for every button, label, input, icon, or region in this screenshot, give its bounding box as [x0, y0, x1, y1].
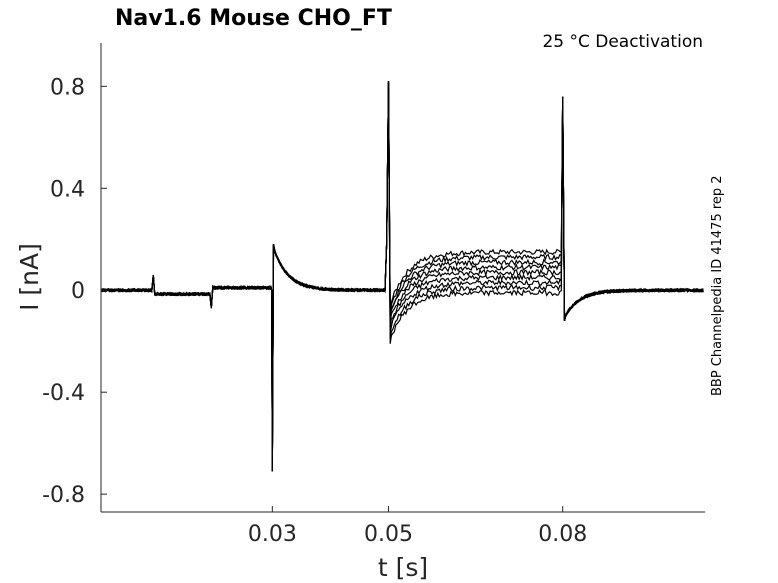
current-trace	[100, 81, 704, 472]
current-trace	[100, 81, 704, 472]
y-axis-ticks: 0.8 0.4 0 -0.4 -0.8	[42, 75, 107, 508]
x-tick-label: 0.05	[364, 522, 413, 547]
current-trace	[100, 81, 704, 472]
x-axis-label: t [s]	[378, 553, 428, 582]
y-tick-label: 0	[71, 279, 85, 304]
y-axis-label: I [nA]	[15, 243, 44, 311]
y-tick-label: 0.8	[50, 75, 85, 100]
current-trace	[100, 81, 704, 472]
chart-title: Nav1.6 Mouse CHO_FT	[115, 6, 392, 31]
current-trace	[100, 81, 704, 472]
y-tick-label: -0.8	[42, 483, 85, 508]
current-trace	[101, 81, 704, 472]
y-tick-label: 0.4	[50, 177, 85, 202]
current-trace	[100, 81, 704, 472]
x-tick-label: 0.08	[538, 522, 587, 547]
chart-subtitle: 25 °C Deactivation	[542, 32, 703, 52]
source-note: BBP Channelpedia ID 41475 rep 2	[710, 175, 725, 396]
current-trace	[100, 81, 704, 472]
y-tick-label: -0.4	[42, 381, 85, 406]
x-axis-ticks: 0.03 0.05 0.08	[248, 506, 587, 547]
x-tick-label: 0.03	[248, 522, 297, 547]
current-trace	[100, 81, 704, 472]
trace-group	[100, 81, 704, 472]
